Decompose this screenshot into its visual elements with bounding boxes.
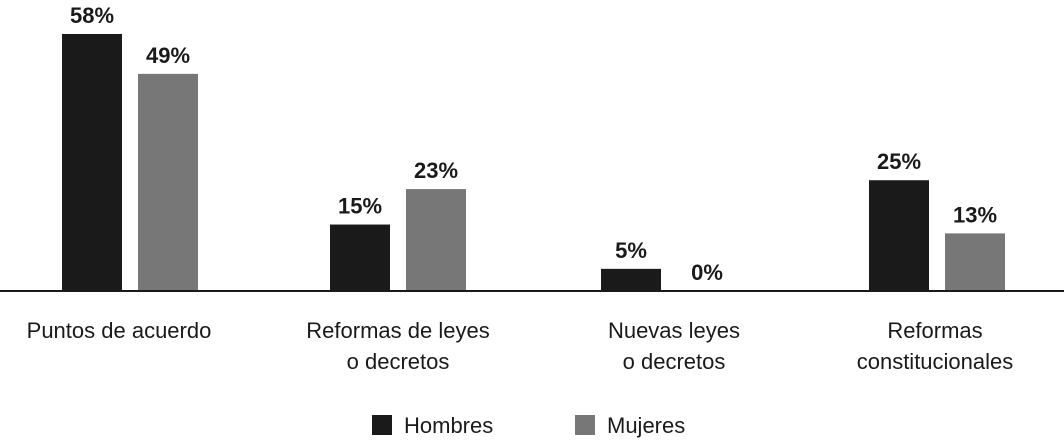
category-label-3-line-0: Reformas <box>887 318 982 343</box>
bar-mujeres-0 <box>138 73 198 292</box>
bar-hombres-2 <box>601 268 661 291</box>
bar-hombres-0 <box>62 34 122 291</box>
category-label-2-line-1: o decretos <box>623 349 726 374</box>
legend: Hombres Mujeres <box>372 413 685 438</box>
value-label-mujeres-2: 0% <box>691 260 723 285</box>
legend-swatch-mujeres <box>575 415 595 435</box>
value-label-hombres-0: 58% <box>70 3 114 28</box>
value-label-hombres-3: 25% <box>877 149 921 174</box>
bar-mujeres-1 <box>406 189 466 291</box>
value-labels-group: 58% 15% 5% 25% 49% 23% 0% 13% <box>70 3 997 285</box>
category-label-0-line-0: Puntos de acuerdo <box>27 318 212 343</box>
category-label-1-line-0: Reformas de leyes <box>306 318 489 343</box>
legend-label-hombres: Hombres <box>404 413 493 438</box>
legend-label-mujeres: Mujeres <box>607 413 685 438</box>
value-label-mujeres-3: 13% <box>953 202 997 227</box>
bar-mujeres-3 <box>945 233 1005 291</box>
value-label-mujeres-0: 49% <box>146 43 190 68</box>
value-label-mujeres-1: 23% <box>414 158 458 183</box>
bar-hombres-1 <box>330 224 390 291</box>
category-label-2-line-0: Nuevas leyes <box>608 318 740 343</box>
category-label-1-line-1: o decretos <box>347 349 450 374</box>
category-label-3-line-1: constitucionales <box>857 349 1014 374</box>
legend-swatch-hombres <box>372 415 392 435</box>
value-label-hombres-1: 15% <box>338 194 382 219</box>
bars-group <box>62 34 1005 292</box>
value-label-hombres-2: 5% <box>615 238 647 263</box>
bar-hombres-3 <box>869 180 929 291</box>
category-labels-group: Puntos de acuerdo Reformas de leyes o decr… <box>27 318 1014 374</box>
